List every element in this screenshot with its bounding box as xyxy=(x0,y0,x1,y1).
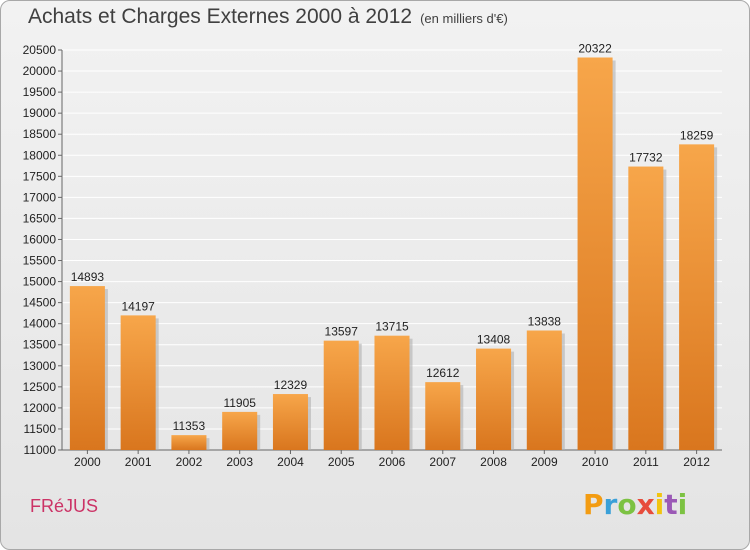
data-label-2009: 13838 xyxy=(528,315,562,329)
bar-2004 xyxy=(272,394,308,450)
y-tick-label: 12500 xyxy=(23,380,57,394)
logo-letter: P xyxy=(583,488,604,521)
logo-letter: x xyxy=(636,488,655,521)
data-label-2008: 13408 xyxy=(477,333,511,347)
chart-unit: (en milliers d'€) xyxy=(420,11,508,26)
logo-letter: t xyxy=(664,488,678,521)
data-label-2006: 13715 xyxy=(375,320,409,334)
x-tick-label: 2006 xyxy=(379,455,406,469)
logo-letter: o xyxy=(617,488,637,521)
x-axis-labels: 2000 2001 2002 2003 2004 2005 2006 2007 2008 2009… xyxy=(74,450,710,469)
bar-2000 xyxy=(69,286,105,450)
y-tick-label: 17000 xyxy=(23,190,57,204)
y-axis: 11000 11500 12000 12500 13000 13500 14000 14500… xyxy=(23,43,722,457)
x-tick-label: 2012 xyxy=(683,455,710,469)
bar-2012 xyxy=(679,144,715,450)
bars: 14893 14197 11353 11905 12329 13597 13715 12612… xyxy=(69,41,718,450)
y-tick-label: 14500 xyxy=(23,296,57,310)
data-label-2011: 17732 xyxy=(629,151,663,165)
bar-2009 xyxy=(526,330,562,450)
data-label-2005: 13597 xyxy=(325,325,359,339)
y-tick-label: 16500 xyxy=(23,211,57,225)
y-tick-label: 19500 xyxy=(23,85,57,99)
x-tick-label: 2003 xyxy=(226,455,253,469)
y-tick-label: 17500 xyxy=(23,169,57,183)
proxiti-logo: Proxiti xyxy=(583,488,687,521)
y-tick-label: 12000 xyxy=(23,401,57,415)
x-tick-label: 2002 xyxy=(176,455,203,469)
data-label-2010: 20322 xyxy=(578,41,612,55)
bar-2001 xyxy=(120,315,156,450)
data-label-2002: 11353 xyxy=(173,419,206,433)
y-tick-label: 13500 xyxy=(23,338,57,352)
bar-2008 xyxy=(476,348,512,450)
city-name: FRéJUS xyxy=(30,496,99,516)
logo-letter: r xyxy=(603,488,618,521)
x-tick-label: 2010 xyxy=(582,455,609,469)
x-tick-label: 2011 xyxy=(633,455,659,469)
x-tick-label: 2007 xyxy=(429,455,456,469)
bar-2006 xyxy=(374,335,410,450)
data-label-2003: 11905 xyxy=(223,396,256,410)
x-tick-label: 2000 xyxy=(74,455,101,469)
x-tick-label: 2005 xyxy=(328,455,355,469)
bar-2003 xyxy=(222,411,258,450)
bar-2002 xyxy=(171,435,207,450)
data-label-2012: 18259 xyxy=(680,128,714,142)
data-label-2001: 14197 xyxy=(121,299,155,313)
data-label-2000: 14893 xyxy=(71,270,105,284)
chart-title-text: Achats et Charges Externes 2000 à 2012 xyxy=(28,5,413,28)
y-tick-label: 16000 xyxy=(23,232,57,246)
x-tick-label: 2004 xyxy=(277,455,304,469)
y-tick-label: 13000 xyxy=(23,359,57,373)
y-tick-label: 20000 xyxy=(23,64,57,78)
y-tick-label: 18500 xyxy=(23,127,57,141)
chart-title: Achats et Charges Externes 2000 à 2012 (e… xyxy=(28,5,508,29)
y-tick-label: 14000 xyxy=(23,317,57,331)
y-tick-label: 11000 xyxy=(24,443,57,457)
bar-2007 xyxy=(425,382,461,450)
bar-2005 xyxy=(323,340,359,450)
bar-2011 xyxy=(628,166,664,450)
y-tick-label: 11500 xyxy=(24,422,57,436)
x-tick-label: 2001 xyxy=(125,455,152,469)
data-label-2004: 12329 xyxy=(274,378,308,392)
y-tick-label: 18000 xyxy=(23,148,57,162)
x-tick-label: 2008 xyxy=(480,455,507,469)
y-tick-label: 15000 xyxy=(23,275,57,289)
y-tick-label: 15500 xyxy=(23,254,57,268)
logo-letter: i xyxy=(654,488,665,521)
data-label-2007: 12612 xyxy=(426,366,460,380)
y-tick-label: 19000 xyxy=(23,106,57,120)
logo-letter: i xyxy=(677,488,688,521)
y-tick-label: 20500 xyxy=(23,43,57,57)
bar-2010 xyxy=(577,57,613,450)
x-tick-label: 2009 xyxy=(531,455,558,469)
